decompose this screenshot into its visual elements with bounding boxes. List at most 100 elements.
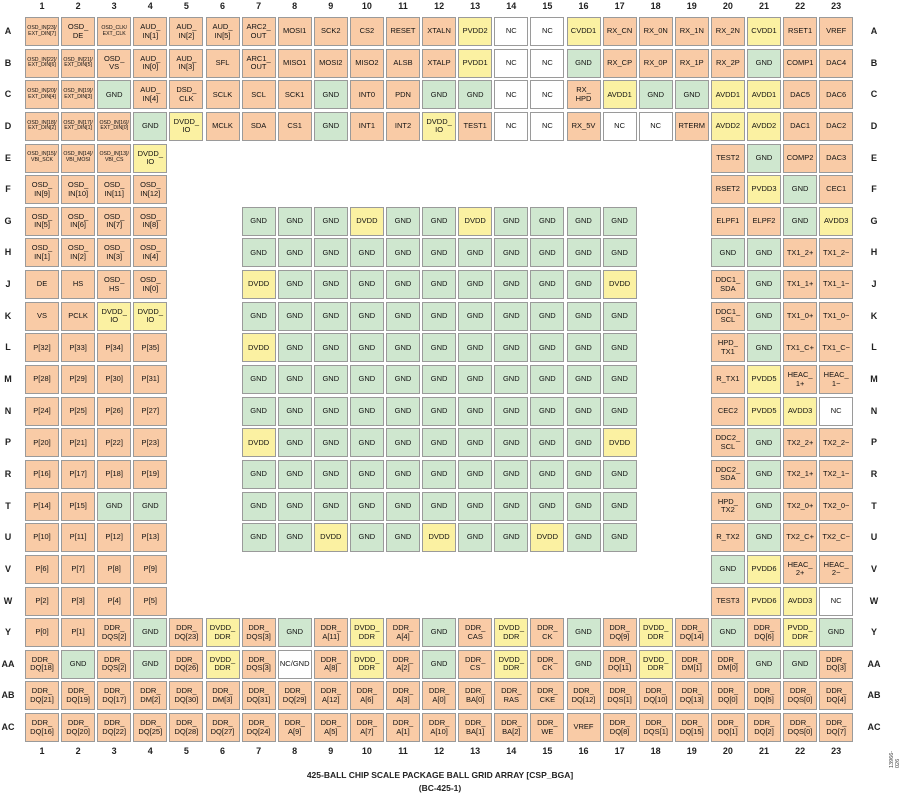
ball: OSD_IN[12] bbox=[133, 175, 168, 205]
ball: ARC2_OUT bbox=[241, 17, 276, 46]
ball: MISO1 bbox=[277, 48, 312, 78]
row-label: A bbox=[870, 26, 878, 36]
ball: GND bbox=[313, 238, 348, 268]
ball: DDR_DQ[1] bbox=[710, 713, 745, 743]
ball: GND bbox=[133, 618, 168, 648]
ball: COMP2 bbox=[783, 143, 818, 173]
ball: GND bbox=[61, 649, 96, 679]
ball: INT0 bbox=[349, 80, 384, 110]
ball: DDR_CK bbox=[530, 649, 565, 679]
ball: DDR_BA[2] bbox=[494, 713, 529, 743]
ball: DSD_CLK bbox=[169, 80, 204, 110]
row-label: U bbox=[4, 532, 12, 543]
row-label: F bbox=[871, 184, 877, 195]
row-label: K bbox=[870, 310, 878, 321]
ball: DDR_A[12] bbox=[313, 681, 348, 711]
column-label: 6 bbox=[219, 746, 225, 756]
row-label: G bbox=[4, 215, 12, 226]
ball: DDR_DM[1] bbox=[674, 649, 709, 679]
row-label: W bbox=[3, 595, 13, 606]
ball: PCLK bbox=[61, 301, 96, 331]
ball: DVDD_DDR bbox=[205, 649, 240, 679]
ball: DE bbox=[25, 270, 59, 300]
ball: HEAC_1− bbox=[819, 365, 854, 395]
ball: OSD_IN[14]/VBI_MOSI bbox=[61, 143, 96, 173]
column-label: 11 bbox=[398, 1, 408, 11]
ball: GND bbox=[747, 238, 781, 268]
ball: P[13] bbox=[133, 523, 168, 553]
ball: OSD_IN[3] bbox=[97, 238, 132, 268]
ball: ELPF1 bbox=[710, 206, 745, 236]
row-label: L bbox=[871, 342, 877, 353]
ball: GND bbox=[747, 333, 781, 363]
column-label: 15 bbox=[542, 1, 553, 11]
ball: P[22] bbox=[97, 428, 132, 458]
ball: GND bbox=[602, 238, 637, 268]
ball: HEAC_2− bbox=[819, 554, 854, 584]
package-code: (BC-425-1) bbox=[418, 783, 462, 793]
ball: OSD_VS bbox=[97, 48, 132, 78]
ball: DVDD bbox=[241, 428, 276, 458]
ball: NC bbox=[819, 586, 854, 616]
column-label: 1 bbox=[39, 746, 45, 756]
ball: P[27] bbox=[133, 396, 168, 426]
column-label: 7 bbox=[256, 746, 262, 756]
ball: GND bbox=[458, 333, 493, 363]
ball: RX_1N bbox=[674, 17, 709, 46]
ball: TX1_2− bbox=[819, 238, 854, 268]
ball: GND bbox=[783, 175, 818, 205]
ball: GND bbox=[277, 491, 312, 521]
ball: GND bbox=[386, 206, 420, 236]
ball: GND bbox=[458, 80, 493, 110]
ball: DVDD_DDR bbox=[494, 618, 529, 648]
ball: VREF bbox=[566, 713, 601, 743]
ball: OSD_IN[21]/EXT_DIN[5] bbox=[61, 48, 96, 78]
row-label: W bbox=[869, 595, 879, 606]
ball: PVDD2 bbox=[458, 17, 493, 46]
row-label: D bbox=[870, 120, 878, 131]
ball: GND bbox=[313, 333, 348, 363]
row-label: P bbox=[4, 437, 11, 448]
ball: GND bbox=[530, 365, 565, 395]
ball: GND bbox=[386, 365, 420, 395]
ball: DAC4 bbox=[819, 48, 854, 78]
ball: DVDD_IO bbox=[97, 301, 132, 331]
ball: GND bbox=[458, 238, 493, 268]
ball: GND bbox=[494, 396, 529, 426]
ball: GND bbox=[386, 523, 420, 553]
ball: MCLK bbox=[205, 111, 240, 141]
ball: AVDD2 bbox=[710, 111, 745, 141]
row-label: AA bbox=[867, 658, 881, 669]
ball: GND bbox=[422, 333, 457, 363]
ball: AVDD1 bbox=[747, 80, 781, 110]
ball: GND bbox=[277, 301, 312, 331]
ball: RX_1P bbox=[674, 48, 709, 78]
ball: TX1_C− bbox=[819, 333, 854, 363]
ball: GND bbox=[386, 238, 420, 268]
ball: CEC2 bbox=[710, 396, 745, 426]
ball: DDR_DM[2] bbox=[133, 681, 168, 711]
ball: CS2 bbox=[349, 17, 384, 46]
ball: P[32] bbox=[25, 333, 59, 363]
ball: NC bbox=[494, 17, 529, 46]
ball: GND bbox=[313, 459, 348, 489]
ball: GND bbox=[710, 238, 745, 268]
ball: GND bbox=[602, 396, 637, 426]
ball: DDC1_SCL bbox=[710, 301, 745, 331]
caption: 425-BALL CHIP SCALE PACKAGE BALL GRID AR… bbox=[306, 770, 574, 780]
ball: GND bbox=[747, 143, 781, 173]
ball: OSD_IN[9] bbox=[25, 175, 59, 205]
figure-id: 13966-026 bbox=[889, 750, 900, 768]
ball: GND bbox=[349, 333, 384, 363]
ball: DVDD bbox=[602, 270, 637, 300]
ball: OSD_CLK/EXT_CLK bbox=[97, 17, 132, 46]
ball: TX1_1+ bbox=[783, 270, 818, 300]
row-label: N bbox=[870, 405, 878, 416]
ball: GND bbox=[313, 396, 348, 426]
ball: P[34] bbox=[97, 333, 132, 363]
column-label: 11 bbox=[398, 746, 408, 756]
ball: GND bbox=[386, 396, 420, 426]
ball: MOSI1 bbox=[277, 17, 312, 46]
column-label: 4 bbox=[147, 746, 153, 756]
